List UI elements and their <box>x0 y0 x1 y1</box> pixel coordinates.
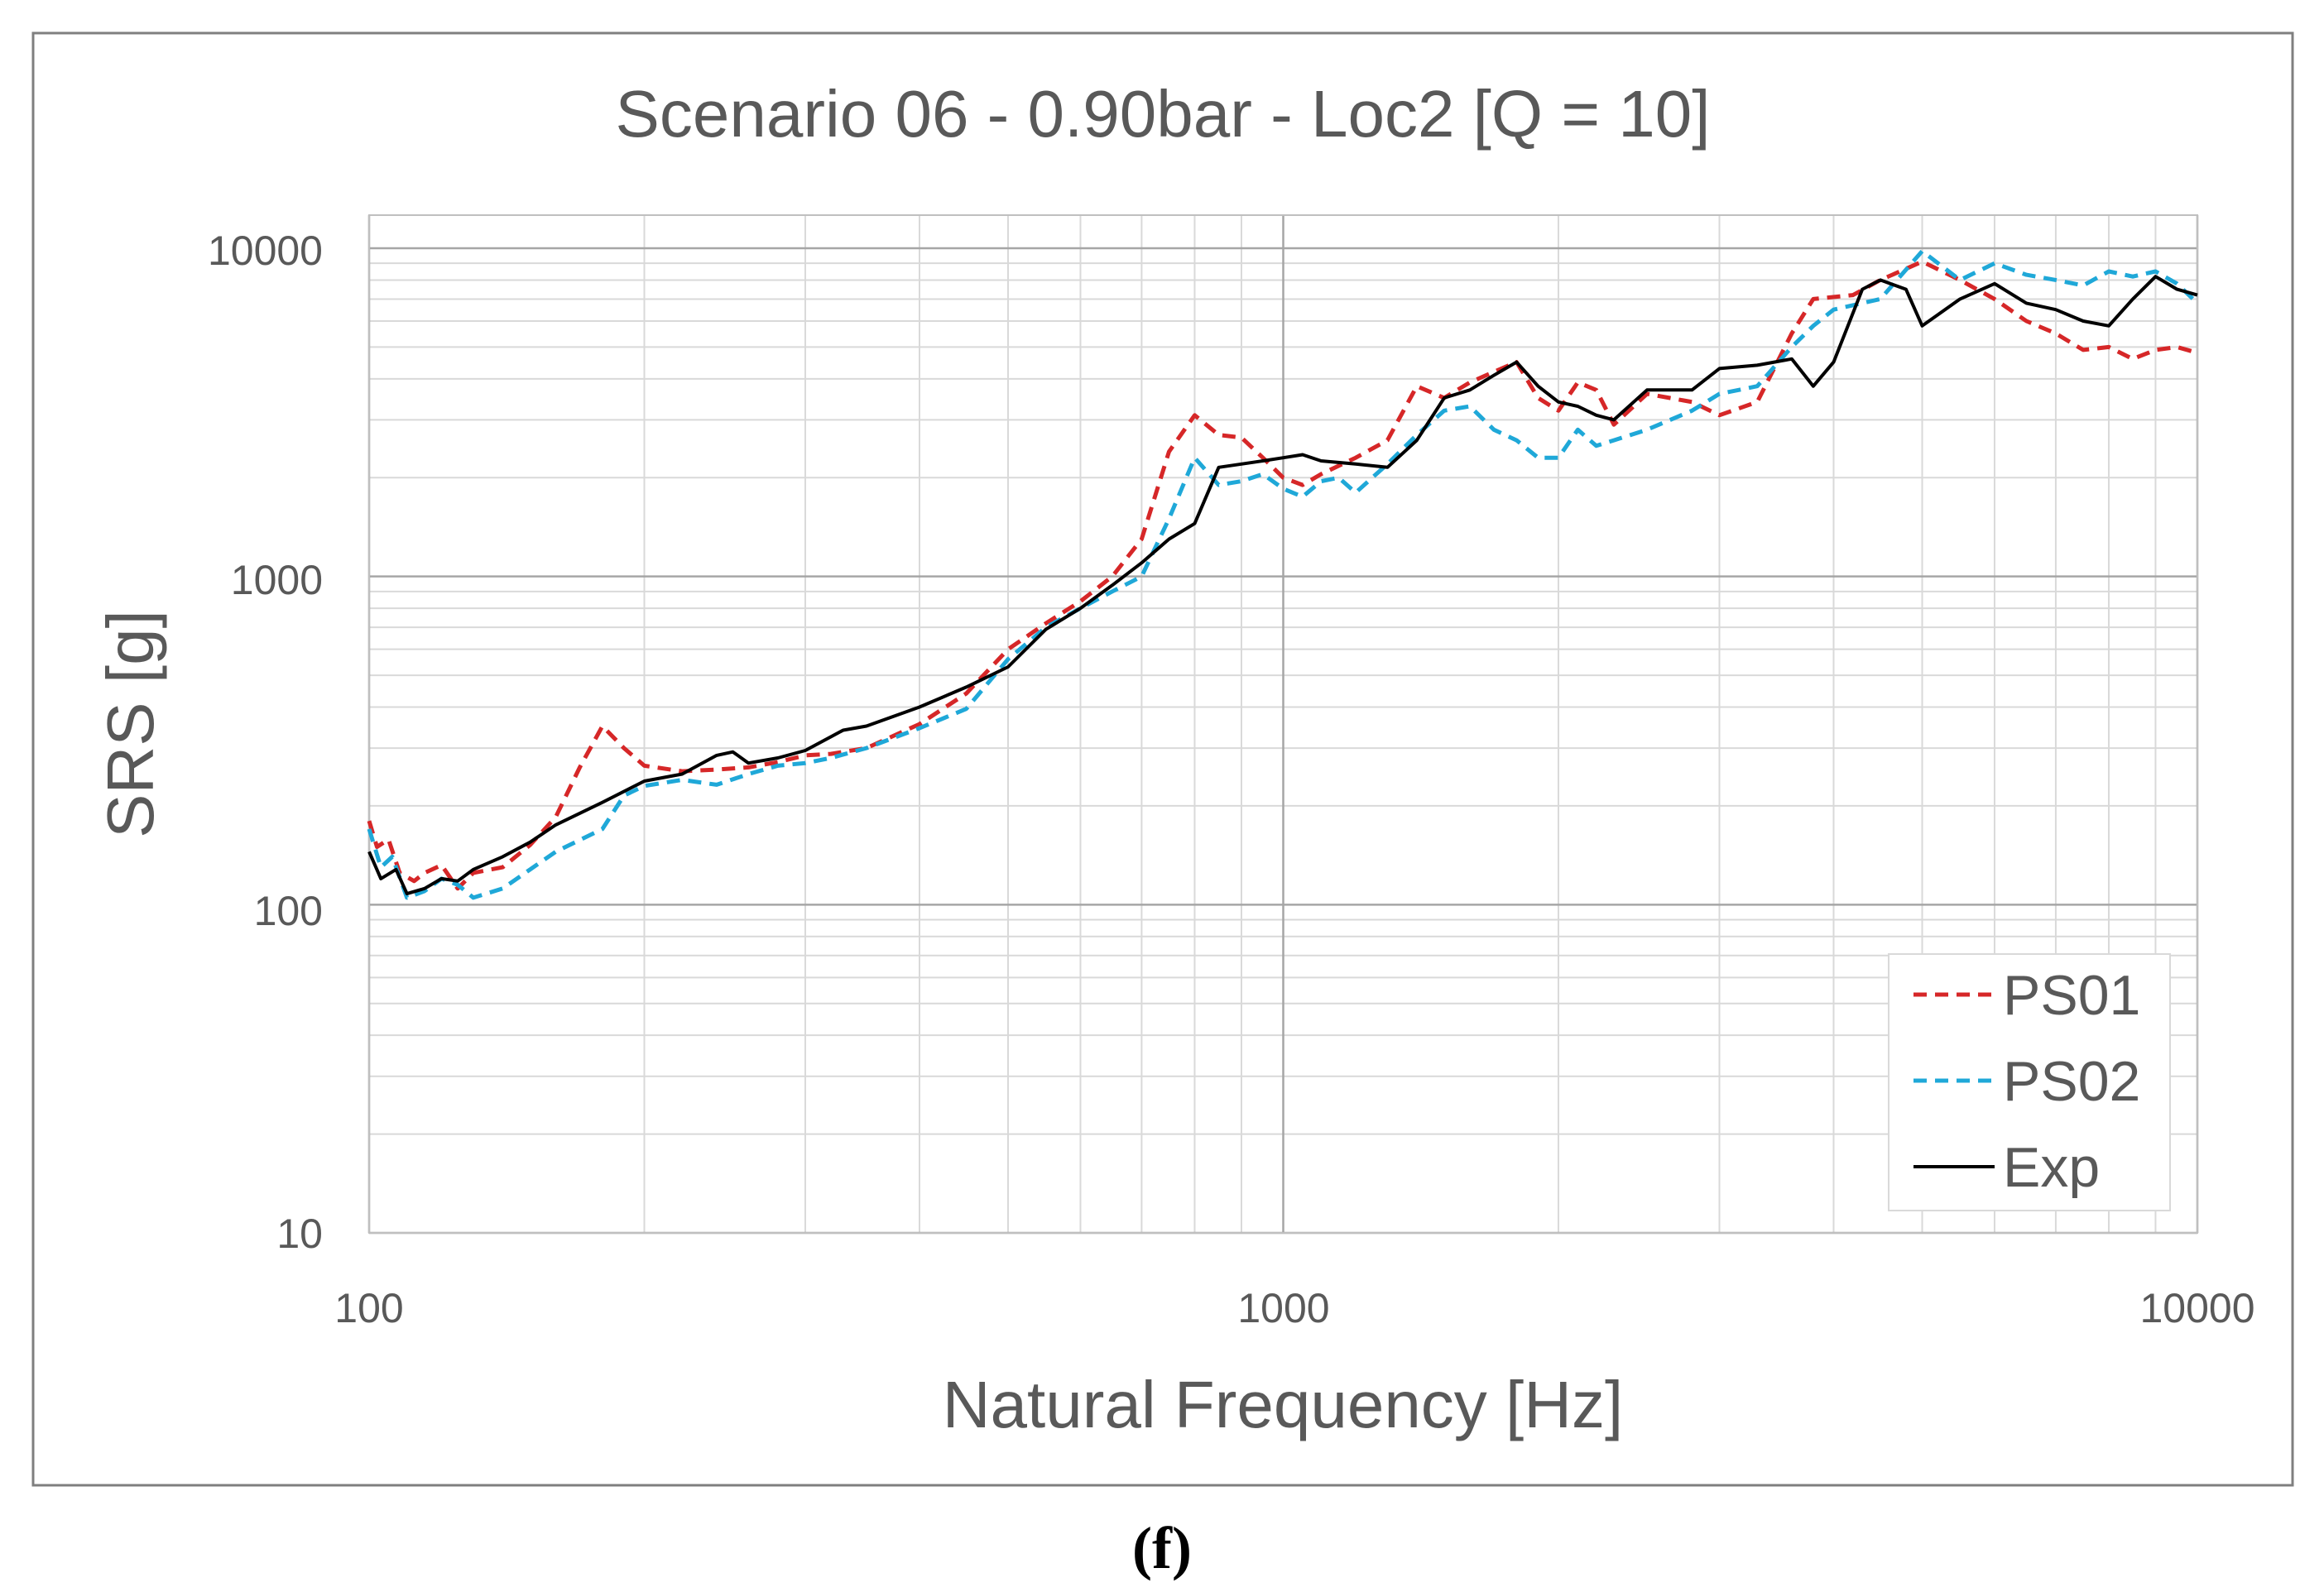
legend-label-ps02: PS02 <box>2003 1050 2140 1113</box>
chart-frame <box>31 31 2294 1487</box>
legend-label-exp: Exp <box>2003 1136 2100 1199</box>
figure-caption: (f) <box>1132 1515 1192 1581</box>
x-tick-label-1000: 1000 <box>1237 1285 1329 1331</box>
x-axis-label: Natural Frequency [Hz] <box>943 1368 1624 1441</box>
y-axis-label: SRS [g] <box>94 610 167 838</box>
series-line-exp <box>367 275 2198 896</box>
chart-title: Scenario 06 - 0.90bar - Loc2 [Q = 10] <box>615 77 1710 151</box>
y-tick-label-1000: 1000 <box>231 557 323 603</box>
series-layer <box>367 249 2199 900</box>
plot-area-border <box>368 214 2198 1234</box>
series-line-ps02 <box>367 249 2199 900</box>
y-tick-label-100: 100 <box>254 888 323 934</box>
legend: PS01 PS02 Exp <box>1888 953 2171 1211</box>
y-tick-label-10: 10 <box>276 1211 323 1257</box>
legend-label-ps01: PS01 <box>2003 964 2140 1027</box>
x-tick-label-100: 100 <box>334 1285 403 1331</box>
x-tick-label-10000: 10000 <box>2139 1285 2254 1331</box>
y-tick-label-10000: 10000 <box>208 228 323 274</box>
